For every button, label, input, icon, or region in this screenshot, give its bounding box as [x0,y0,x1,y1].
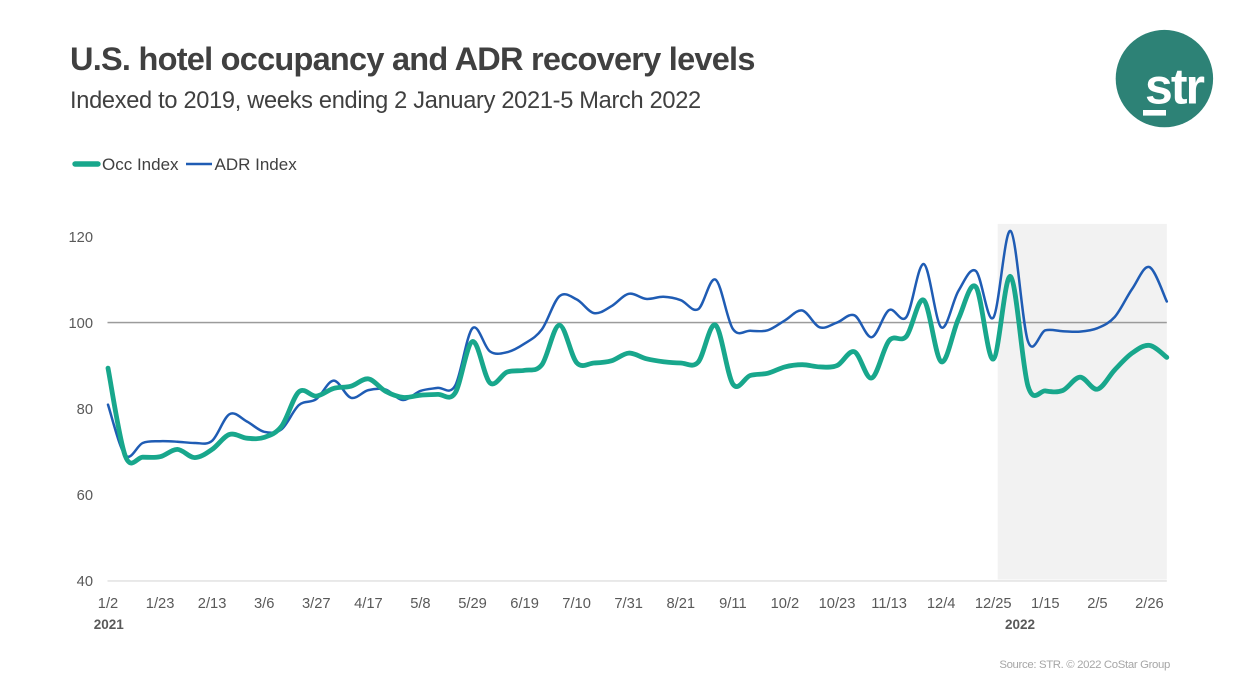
svg-text:100: 100 [68,316,93,332]
svg-text:2/13: 2/13 [198,596,227,612]
svg-text:1/2: 1/2 [98,596,118,612]
svg-text:4/17: 4/17 [354,596,383,612]
svg-text:Occ Index: Occ Index [102,155,179,174]
svg-text:1/23: 1/23 [146,596,175,612]
svg-text:7/31: 7/31 [614,596,643,612]
svg-text:8/21: 8/21 [667,596,696,612]
svg-text:6/19: 6/19 [510,596,539,612]
svg-text:ADR Index: ADR Index [215,155,298,174]
svg-text:5/29: 5/29 [458,596,487,612]
svg-text:80: 80 [77,402,93,418]
svg-text:2/5: 2/5 [1087,596,1107,612]
svg-text:2/26: 2/26 [1135,596,1164,612]
svg-text:12/4: 12/4 [927,596,956,612]
svg-text:10/23: 10/23 [819,596,856,612]
svg-text:40: 40 [77,574,93,590]
svg-text:Source: STR. © 2022 CoStar Gro: Source: STR. © 2022 CoStar Group [999,659,1170,671]
svg-text:str: str [1145,59,1204,115]
svg-text:10/2: 10/2 [771,596,800,612]
svg-text:5/8: 5/8 [410,596,430,612]
svg-text:3/6: 3/6 [254,596,274,612]
svg-text:1/15: 1/15 [1031,596,1060,612]
svg-text:9/11: 9/11 [719,596,747,612]
svg-text:2022: 2022 [1005,617,1035,632]
svg-text:3/27: 3/27 [302,596,331,612]
svg-text:12/25: 12/25 [975,596,1012,612]
svg-text:Indexed to 2019, weeks ending: Indexed to 2019, weeks ending 2 January … [70,88,701,114]
svg-text:60: 60 [77,488,93,504]
svg-text:U.S. hotel occupancy and ADR r: U.S. hotel occupancy and ADR recovery le… [70,41,755,77]
svg-text:11/13: 11/13 [871,596,907,612]
svg-text:120: 120 [68,230,93,246]
svg-text:2021: 2021 [94,617,125,632]
svg-text:7/10: 7/10 [562,596,591,612]
